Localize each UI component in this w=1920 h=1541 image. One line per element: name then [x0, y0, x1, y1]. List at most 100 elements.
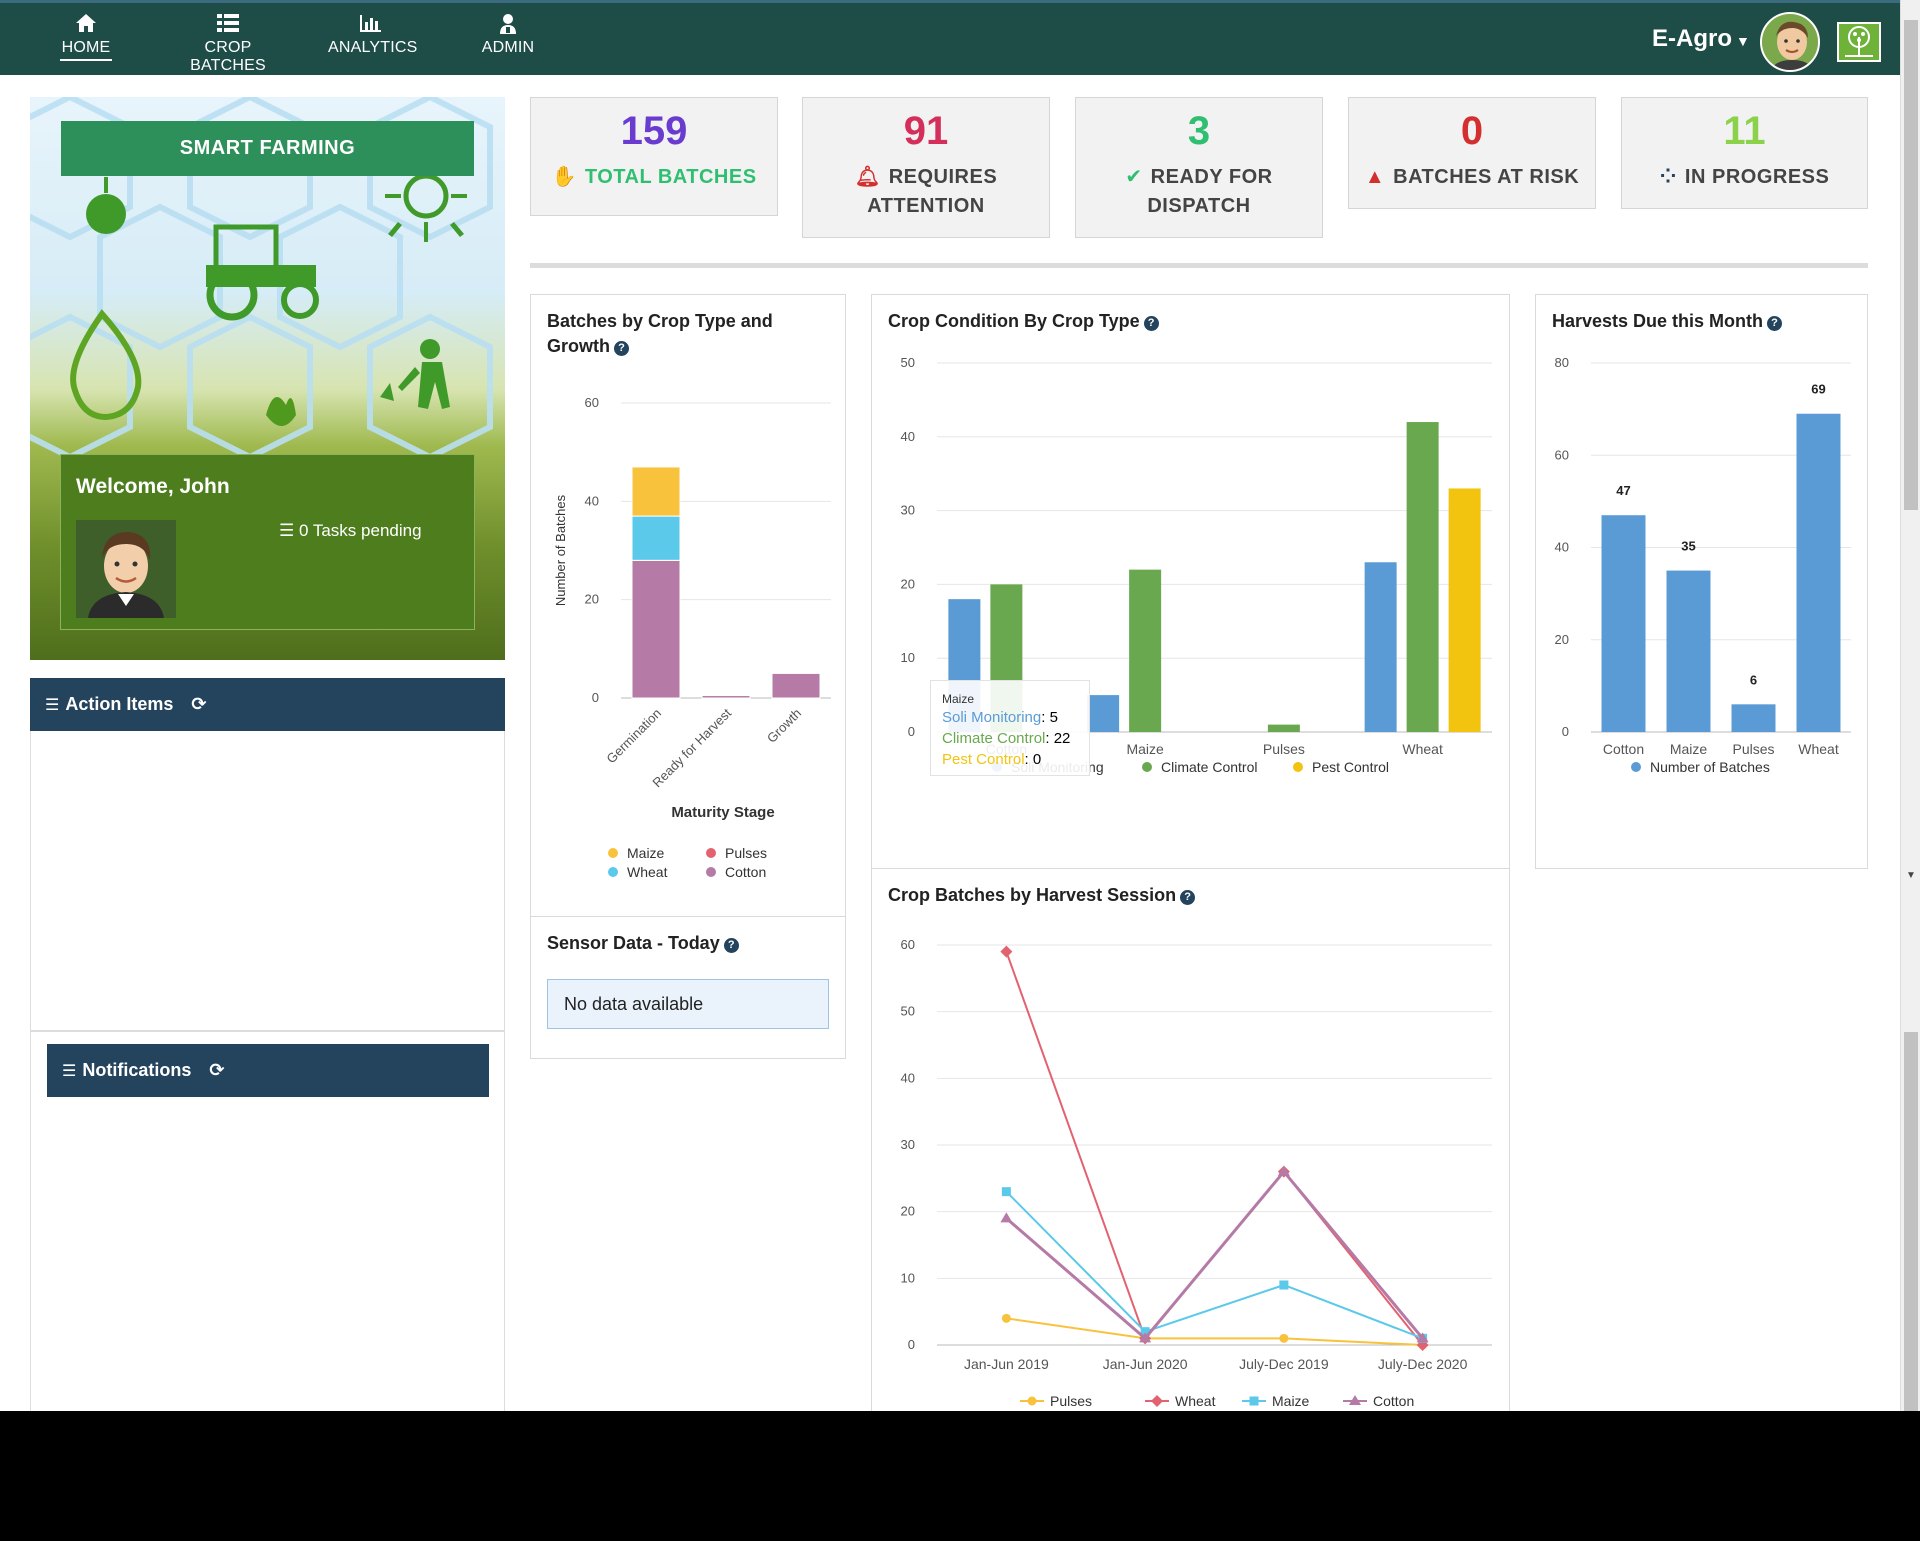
tasks-pending-text: 0 Tasks pending	[298, 521, 422, 540]
kpi-requires-attention[interactable]: 91 🔔︎ REQUIRES ATTENTION	[802, 97, 1050, 238]
legend-marker	[706, 848, 716, 858]
welcome-title: Welcome, John	[76, 475, 230, 498]
kpi-value: 0	[1460, 109, 1484, 153]
legend-marker	[1249, 1396, 1259, 1406]
x-tick-label: Pulses	[1263, 741, 1305, 757]
bar-cotton	[701, 695, 751, 699]
chart-title: Harvests Due this Month?	[1552, 309, 1783, 334]
y-tick-label: 10	[901, 1270, 915, 1285]
bell-icon: 🔔︎	[854, 166, 881, 188]
notifications-panel: ☰ Notifications ⟳	[30, 1031, 505, 1411]
series-line-cotton	[1005, 1169, 1424, 1341]
help-icon[interactable]: ?	[1767, 316, 1783, 331]
legend-marker	[1293, 762, 1303, 772]
app-logo	[1837, 22, 1881, 62]
y-tick-label: 0	[592, 690, 599, 705]
chart-tooltip: Maize Soli Monitoring: 5 Climate Control…	[930, 680, 1090, 776]
bar-cotton	[1601, 515, 1646, 732]
caret-down-icon: ▼	[1736, 33, 1750, 49]
y-axis-label: Number of Batches	[553, 494, 568, 606]
data-label: 6	[1750, 672, 1757, 687]
legend-marker	[608, 867, 618, 877]
brand-name: E-Agro	[1652, 25, 1732, 52]
sessions-chart: 0 10 20 30 40 50 60 Jan-Jun 2019 Jan-Jun 2020 Jul…	[901, 937, 1492, 1409]
bar-soli-monitoring	[1087, 695, 1120, 732]
data-label: 35	[1681, 539, 1695, 554]
tooltip-row: Pest Control: 0	[942, 751, 1042, 768]
legend-label: Maize	[627, 845, 665, 861]
help-icon[interactable]: ?	[614, 341, 629, 356]
help-icon[interactable]: ?	[1180, 890, 1196, 905]
notifications-header: ☰ Notifications ⟳	[47, 1044, 489, 1097]
tasks-pending[interactable]: ☰ 0 Tasks pending	[279, 521, 422, 541]
y-tick-label: 20	[585, 592, 599, 607]
condition-chart-card: Crop Condition By Crop Type? 0 10 20 30 40 50…	[871, 294, 1510, 869]
sensor-title: Sensor Data - Today	[547, 933, 720, 953]
legend-label: Climate Control	[1161, 759, 1257, 775]
y-tick-label: 30	[901, 503, 915, 518]
nav-crop-batches[interactable]: CROP BATCHES	[168, 3, 288, 75]
app-window: HOME CROP BATCHES ANALYTICS ADMIN E-Agro…	[0, 0, 1920, 1411]
legend-marker	[1349, 1395, 1361, 1405]
bar-cotton	[631, 559, 681, 699]
tooltip-value: 5	[1049, 709, 1058, 726]
y-tick-label: 40	[901, 429, 915, 444]
point-pulses	[1001, 1313, 1011, 1323]
kpi-label: IN PROGRESS	[1684, 166, 1830, 188]
y-tick-label: 40	[585, 493, 599, 508]
user-menu[interactable]: E-Agro ▼	[1652, 25, 1750, 53]
user-photo	[76, 520, 176, 618]
scroll-thumb[interactable]	[1904, 1032, 1918, 1411]
refresh-icon[interactable]: ⟳	[191, 694, 207, 714]
chart-title: Crop Condition By Crop Type?	[888, 309, 1159, 334]
tooltip-title: Maize	[942, 692, 975, 706]
kpi-ready-for-dispatch[interactable]: 3 ✔ READY FOR DISPATCH	[1075, 97, 1323, 238]
x-tick-label: Maize	[1670, 741, 1708, 757]
legend-marker	[1631, 762, 1641, 772]
series-line-maize	[1005, 1190, 1423, 1340]
x-tick-label: Cotton	[1603, 741, 1644, 757]
legend-label: Cotton	[1373, 1393, 1414, 1409]
x-tick-label: July-Dec 2019	[1239, 1356, 1329, 1372]
legend-label: Maize	[1272, 1393, 1310, 1409]
point-wheat	[1000, 945, 1013, 958]
tooltip-row: Soli Monitoring: 5	[942, 709, 1058, 726]
nav-home[interactable]: HOME	[60, 3, 112, 75]
kpi-batches-at-risk[interactable]: 0 ▲ BATCHES AT RISK	[1348, 97, 1596, 209]
kpi-label-row: 🔔︎ REQUIRES ATTENTION	[803, 151, 1049, 221]
bar-pest-control	[1448, 488, 1481, 732]
legend-label: Cotton	[725, 864, 766, 880]
scroll-down-icon[interactable]: ▼	[1906, 870, 1916, 881]
kpi-label: REQUIRES ATTENTION	[867, 166, 998, 217]
legend-marker	[706, 867, 716, 877]
chart-title: Crop Batches by Harvest Session?	[888, 883, 1196, 908]
data-label: 69	[1811, 382, 1825, 397]
refresh-icon[interactable]: ⟳	[209, 1060, 225, 1080]
harvests-chart-card: Harvests Due this Month? 0 20 40 60 80 47 Cott…	[1535, 294, 1868, 869]
avatar[interactable]	[1760, 12, 1820, 72]
x-tick-label: Wheat	[1402, 741, 1443, 757]
condition-chart: 01020304050CottonMaizePulsesWheatSoli Mo…	[901, 355, 1492, 775]
scrollbar[interactable]: ▼	[1900, 0, 1920, 1411]
scroll-thumb[interactable]	[1904, 20, 1918, 510]
chart-title: Sensor Data - Today?	[547, 931, 739, 956]
nav-analytics[interactable]: ANALYTICS	[328, 3, 417, 75]
y-tick-label: 30	[901, 1137, 915, 1152]
nav-admin[interactable]: ADMIN	[478, 3, 538, 75]
point-cotton	[1277, 1165, 1290, 1176]
bar-chart-icon	[328, 3, 412, 39]
banner-illustration	[30, 97, 493, 461]
condition-chart-title: Crop Condition By Crop Type	[888, 311, 1140, 331]
kpi-in-progress[interactable]: 11 ⁘ IN PROGRESS	[1621, 97, 1868, 209]
legend-label: Wheat	[1175, 1393, 1216, 1409]
help-icon[interactable]: ?	[1143, 316, 1159, 331]
help-icon[interactable]: ?	[723, 938, 739, 953]
admin-icon	[478, 3, 538, 39]
series-line-pulses	[1006, 1317, 1423, 1346]
y-tick-label: 10	[901, 650, 915, 665]
tooltip-row: Climate Control: 22	[942, 730, 1071, 747]
bar-wheat	[1796, 413, 1841, 732]
x-tick-label: July-Dec 2020	[1378, 1356, 1468, 1372]
kpi-total-batches[interactable]: 159 ✋ TOTAL BATCHES	[530, 97, 778, 216]
